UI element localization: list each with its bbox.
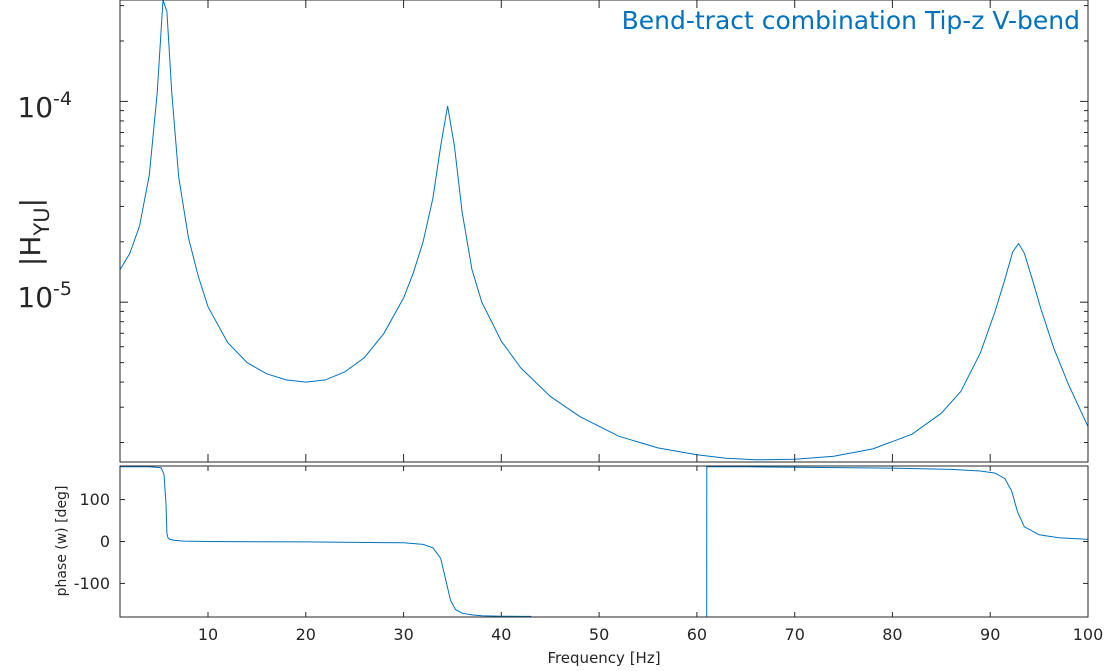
x-axis-label: Frequency [Hz] bbox=[547, 649, 660, 667]
magnitude-axes-box bbox=[119, 0, 1089, 463]
magnitude-minor-ticks bbox=[120, 5, 1088, 443]
phase-series-line bbox=[120, 466, 1089, 618]
magnitude-title: Bend-tract combination Tip-z V-bend bbox=[622, 6, 1080, 35]
ytick-label-1e-5: 10-5 bbox=[17, 278, 72, 314]
ytick-label-1e-4: 10-4 bbox=[17, 88, 72, 124]
phase-ytick-label-minus-100: -100 bbox=[74, 574, 110, 593]
x-tick-label: 10 bbox=[198, 625, 218, 644]
phase-axes-box bbox=[119, 465, 1089, 618]
magnitude-series-line bbox=[119, 0, 1089, 461]
x-tick-labels: 10 20 30 40 50 60 70 80 90 100 bbox=[198, 625, 1103, 644]
x-tick-label: 40 bbox=[491, 625, 511, 644]
x-tick-label: 90 bbox=[980, 625, 1000, 644]
phase-y-axis-label: phase (w) [deg] bbox=[54, 486, 70, 597]
x-tick-label: 80 bbox=[882, 625, 902, 644]
x-tick-label: 50 bbox=[589, 625, 609, 644]
phase-ytick-label-0: 0 bbox=[100, 532, 110, 551]
x-tick-label: 100 bbox=[1073, 625, 1104, 644]
magnitude-panel: Bend-tract combination Tip-z V-bend 10-4… bbox=[14, 0, 1089, 463]
x-tick-label: 60 bbox=[687, 625, 707, 644]
phase-panel: 100 0 -100 phase (w) [deg] 10 20 30 40 50 60 7… bbox=[54, 0, 1103, 667]
phase-ytick-label-100: 100 bbox=[79, 490, 110, 509]
x-tick-label: 30 bbox=[393, 625, 413, 644]
x-tick-label: 70 bbox=[785, 625, 805, 644]
x-tick-label: 20 bbox=[296, 625, 316, 644]
magnitude-y-axis-label: |HYU| bbox=[14, 198, 54, 266]
magnitude-major-ticks bbox=[120, 100, 1088, 303]
magnitude-plot-area bbox=[120, 0, 1088, 462]
